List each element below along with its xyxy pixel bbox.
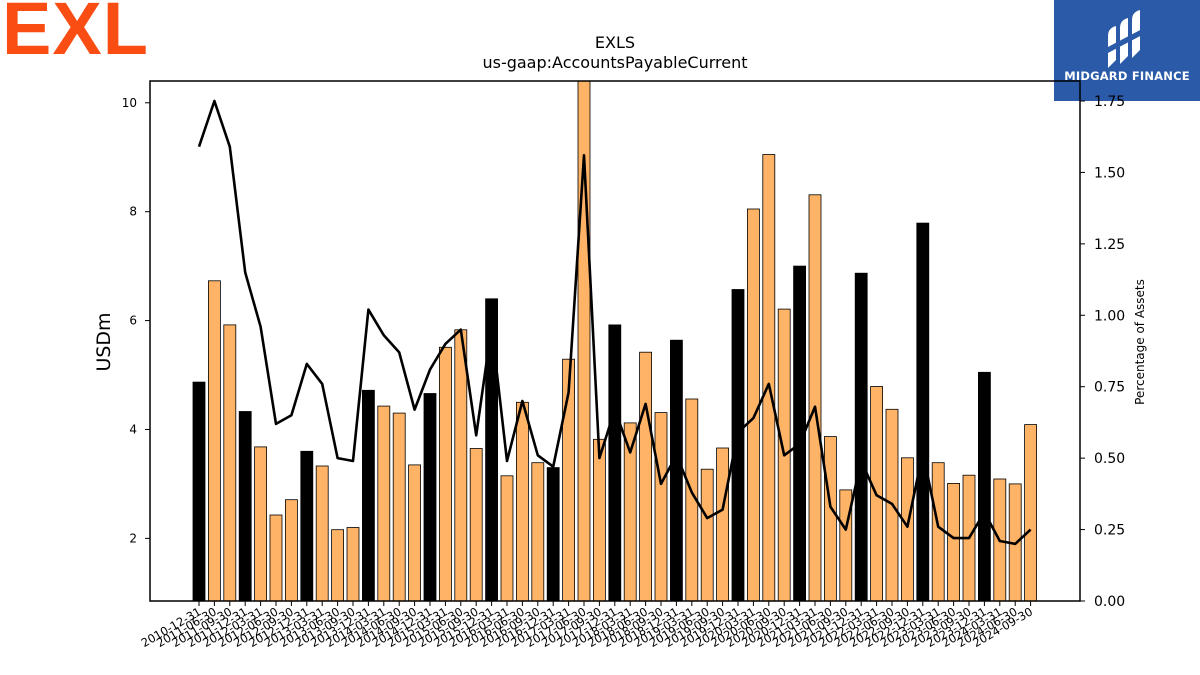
bar-2015-12-31 bbox=[500, 475, 514, 602]
bar-2013-06-30 bbox=[346, 527, 360, 602]
bar-2019-09-30 bbox=[731, 289, 745, 602]
y-axis-label: USDm bbox=[93, 312, 115, 371]
chart-subtitle: us-gaap:AccountsPayableCurrent bbox=[482, 53, 747, 72]
bar-2014-03-31 bbox=[392, 412, 406, 602]
pct-of-assets-line bbox=[197, 99, 1032, 546]
bar-2010-12-31 bbox=[192, 381, 206, 602]
y2-tick-label: 1.50 bbox=[1094, 165, 1125, 181]
bar-2011-09-30 bbox=[238, 411, 252, 602]
bar-2011-03-31 bbox=[207, 280, 221, 602]
bar-2011-12-31 bbox=[254, 446, 268, 602]
bar-2018-03-31 bbox=[639, 351, 652, 602]
bar-2022-06-30 bbox=[901, 457, 914, 602]
bar-2016-03-31 bbox=[516, 401, 529, 602]
bar-2016-06-30 bbox=[531, 462, 545, 602]
bar-2023-03-31 bbox=[947, 482, 960, 602]
exl-logo: EXL bbox=[2, 0, 149, 70]
y-tick-label: 6 bbox=[129, 314, 137, 328]
bar-2011-06-30 bbox=[223, 324, 237, 602]
bar-2012-12-31 bbox=[315, 465, 329, 602]
bar-2021-03-31 bbox=[824, 436, 837, 602]
y-tick-label: 4 bbox=[129, 422, 137, 436]
midgard-logo-icon bbox=[1106, 10, 1144, 68]
bar-2014-12-31 bbox=[438, 346, 452, 602]
axes: 2468100.000.250.500.751.001.251.501.7520… bbox=[122, 80, 1125, 650]
bar-2017-06-30 bbox=[593, 438, 606, 602]
bar-2015-03-31 bbox=[454, 329, 468, 602]
bar-2023-09-30 bbox=[978, 371, 991, 602]
percentage-line-series bbox=[197, 99, 1032, 546]
bar-2022-09-30 bbox=[916, 222, 930, 602]
bar-2014-06-30 bbox=[408, 464, 422, 602]
bar-2018-06-30 bbox=[654, 412, 668, 602]
y-tick-label: 8 bbox=[129, 205, 137, 219]
bar-2013-03-31 bbox=[331, 529, 345, 602]
y2-tick-label: 1.00 bbox=[1094, 308, 1125, 324]
chart-title: EXLS bbox=[595, 33, 635, 52]
bar-2020-03-31 bbox=[762, 154, 776, 602]
y2-tick-label: 0.50 bbox=[1094, 451, 1125, 467]
y2-tick-label: 1.75 bbox=[1094, 94, 1125, 110]
bar-2013-12-31 bbox=[377, 405, 391, 602]
y2-tick-label: 0.75 bbox=[1094, 380, 1125, 396]
bar-2019-12-31 bbox=[747, 208, 760, 602]
bar-2015-06-30 bbox=[469, 448, 483, 602]
y-tick-label: 10 bbox=[122, 96, 137, 110]
bar-2014-09-30 bbox=[423, 393, 437, 602]
bar-2012-03-31 bbox=[269, 514, 283, 602]
bar-2017-09-30 bbox=[608, 324, 622, 602]
y2-tick-label: 0.25 bbox=[1094, 523, 1125, 539]
bar-2016-09-30 bbox=[546, 467, 560, 602]
bar-2013-09-30 bbox=[361, 389, 375, 602]
bar-2012-09-30 bbox=[300, 450, 314, 602]
bar-2019-06-30 bbox=[716, 447, 729, 602]
bar-2024-06-30 bbox=[1024, 424, 1037, 602]
bar-2020-12-31 bbox=[808, 194, 822, 602]
bar-2022-12-31 bbox=[931, 462, 945, 602]
bar-2015-09-30 bbox=[485, 298, 499, 602]
bar-2021-09-30 bbox=[854, 272, 868, 602]
midgard-finance-label: MIDGARD FINANCE bbox=[1064, 69, 1190, 83]
midgard-finance-badge: MIDGARD FINANCE bbox=[1054, 0, 1200, 101]
y2-axis-label: Percentage of Assets bbox=[1133, 279, 1147, 405]
bar-series bbox=[192, 80, 1037, 602]
bar-2012-06-30 bbox=[284, 499, 298, 602]
y2-tick-label: 0.00 bbox=[1094, 594, 1125, 610]
bar-2019-03-31 bbox=[700, 468, 714, 602]
y-tick-label: 2 bbox=[129, 531, 137, 545]
bar-2018-09-30 bbox=[670, 339, 683, 602]
y2-tick-label: 1.25 bbox=[1094, 237, 1125, 253]
